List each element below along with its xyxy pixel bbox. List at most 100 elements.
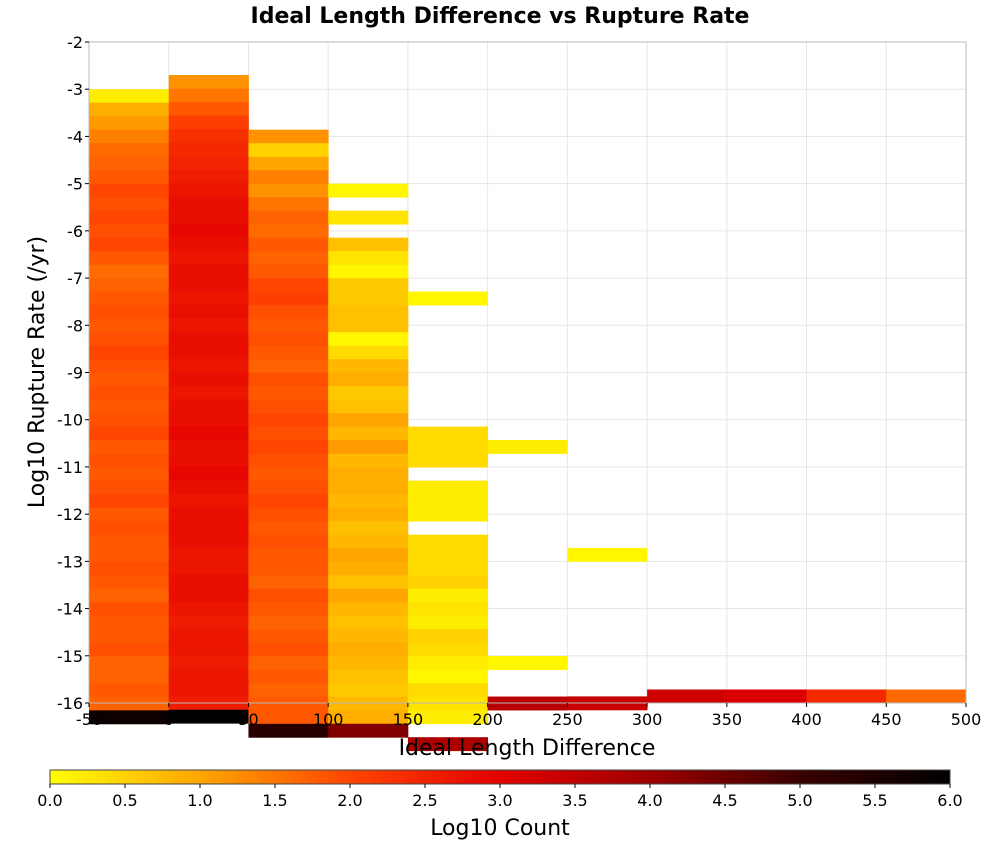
heatmap-cell: [248, 318, 329, 333]
heatmap-cell: [89, 534, 170, 549]
colorbar-tick-label: 2.0: [337, 791, 362, 810]
colorbar-tick-label: 2.5: [412, 791, 437, 810]
heatmap-cell: [89, 359, 170, 374]
heatmap-cell: [407, 629, 489, 644]
heatmap-cell: [168, 264, 249, 278]
colorbar-tick-label: 5.0: [787, 791, 812, 810]
heatmap-cell: [407, 548, 489, 563]
heatmap-cell: [89, 129, 170, 144]
heatmap-cell: [168, 669, 249, 684]
heatmap-cell: [168, 331, 249, 346]
heatmap-cell: [248, 129, 329, 144]
heatmap-cell: [168, 493, 249, 508]
heatmap-cell: [168, 574, 249, 589]
heatmap-cell: [248, 723, 329, 738]
heatmap-cell: [328, 575, 409, 590]
heatmap-cell: [89, 710, 170, 725]
heatmap-cell: [89, 89, 170, 104]
heatmap-cell: [407, 656, 489, 671]
heatmap-cell: [407, 575, 489, 590]
x-tick-label: 0: [164, 710, 174, 729]
colorbar-tick-label: 4.0: [637, 791, 662, 810]
heatmap-cell: [168, 142, 249, 157]
heatmap-cell: [89, 264, 170, 279]
heatmap-cell: [647, 689, 728, 704]
heatmap-cell: [89, 318, 170, 333]
heatmap-cell: [168, 250, 249, 265]
heatmap-cell: [328, 494, 409, 509]
heatmap-cell: [407, 588, 489, 603]
heatmap-cell: [168, 277, 249, 292]
heatmap-cell: [89, 507, 170, 522]
heatmap-cell: [248, 615, 329, 630]
y-tick-label: -4: [67, 127, 83, 146]
y-tick-label: -14: [57, 600, 83, 619]
y-tick-label: -15: [57, 647, 83, 666]
heatmap-cell: [248, 507, 329, 522]
heatmap-cell: [328, 629, 409, 644]
colorbar: [49, 769, 951, 785]
heatmap-cell: [328, 237, 409, 252]
heatmap-cell: [168, 561, 249, 576]
x-tick-label: 150: [393, 710, 424, 729]
heatmap-cell: [328, 332, 409, 347]
heatmap-cell: [248, 602, 329, 617]
heatmap-cell: [248, 683, 329, 698]
heatmap-cell: [168, 196, 249, 211]
heatmap-cell: [89, 440, 170, 455]
heatmap-cell: [328, 210, 409, 225]
heatmap-cell: [168, 601, 249, 616]
heatmap-cell: [248, 467, 329, 482]
heatmap-cell: [328, 413, 409, 428]
heatmap-cell: [407, 480, 489, 495]
heatmap-cell: [248, 588, 329, 603]
y-tick-label: -11: [57, 458, 83, 477]
heatmap-cell: [328, 588, 409, 603]
heatmap-cell: [328, 507, 409, 522]
heatmap-cell: [168, 237, 249, 251]
heatmap-cell: [328, 548, 409, 563]
heatmap-cell: [168, 223, 249, 238]
heatmap-cell: [89, 602, 170, 617]
heatmap-cell: [168, 547, 249, 562]
x-tick-label: 300: [632, 710, 663, 729]
heatmap-cell: [407, 710, 489, 725]
heatmap-cell: [89, 656, 170, 671]
heatmap-cell: [89, 683, 170, 698]
x-tick-label: 50: [238, 710, 258, 729]
heatmap-cell: [248, 642, 329, 657]
heatmap-cell: [168, 520, 249, 535]
heatmap-cell: [168, 426, 249, 441]
colorbar-tick-label: 0.0: [37, 791, 62, 810]
heatmap-cell: [328, 386, 409, 401]
heatmap-cell: [168, 642, 249, 657]
heatmap-cell: [89, 426, 170, 441]
heatmap-cell: [328, 453, 409, 468]
heatmap-cell: [168, 291, 249, 306]
heatmap-cell: [168, 156, 249, 170]
heatmap-cell: [328, 291, 409, 306]
heatmap-cell: [328, 710, 409, 725]
heatmap-cell: [248, 399, 329, 414]
y-tick-label: -3: [67, 80, 83, 99]
heatmap-cell: [168, 480, 249, 495]
y-tick-label: -16: [57, 694, 83, 713]
heatmap-cell: [328, 467, 409, 482]
heatmap-cell: [168, 682, 249, 697]
heatmap-cell: [168, 88, 249, 103]
heatmap-cell: [168, 412, 249, 427]
colorbar-tick-label: 4.5: [712, 791, 737, 810]
heatmap-cell: [407, 642, 489, 657]
heatmap-cell: [89, 480, 170, 495]
heatmap-cell: [89, 575, 170, 590]
heatmap-cell: [328, 264, 409, 279]
heatmap-cell: [168, 129, 249, 143]
heatmap-cell: [328, 683, 409, 698]
heatmap-cell: [248, 143, 329, 158]
heatmap-cell: [89, 116, 170, 131]
x-axis: -50 0 50 100 150 200 250 300 350 400 450 500: [76, 703, 981, 729]
heatmap-cell: [328, 561, 409, 576]
heatmap-cell: [407, 615, 489, 630]
heatmap-cell: [89, 453, 170, 468]
x-tick-label: 250: [552, 710, 583, 729]
